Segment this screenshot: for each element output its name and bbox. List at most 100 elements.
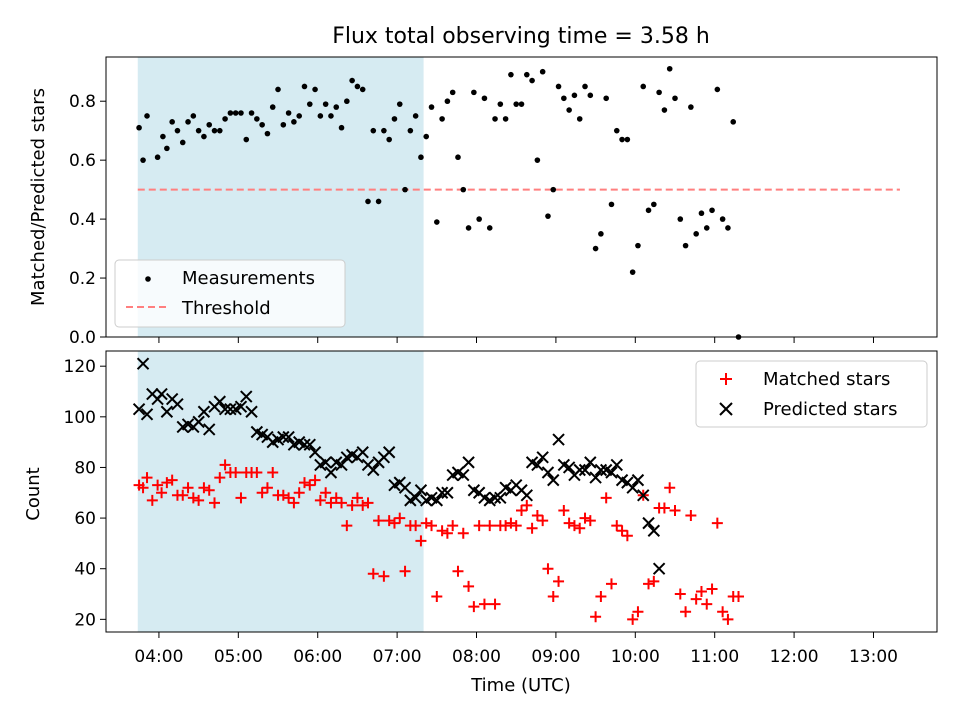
measurement-point (682, 242, 689, 249)
measurement-point (513, 101, 520, 107)
measurement-point (619, 136, 625, 143)
matched-star-point (304, 479, 316, 491)
y-tick-label: 100 (64, 408, 96, 428)
matched-star-point (579, 512, 591, 524)
measurement-point (396, 101, 403, 107)
measurement-point (545, 213, 551, 219)
matched-star-point (621, 530, 633, 542)
measurement-point (502, 116, 509, 122)
matched-star-point (463, 580, 475, 592)
matched-star-point (706, 583, 718, 595)
matched-star-point (643, 578, 655, 590)
measurement-point (539, 68, 546, 75)
matched-star-point (616, 525, 628, 537)
measurement-point (571, 92, 578, 99)
measurement-point (391, 116, 398, 122)
predicted-star-point (584, 456, 597, 469)
legend-measurements-label: Measurements (182, 268, 315, 289)
matched-star-point (447, 520, 459, 532)
matched-star-point (373, 515, 385, 527)
matched-star-point (219, 459, 231, 471)
measurement-point (160, 133, 166, 140)
matched-star-point (658, 502, 670, 514)
matched-star-point (627, 613, 639, 625)
matched-star-point (293, 487, 305, 499)
matched-star-point (605, 578, 617, 590)
y-tick-label: 0.6 (69, 151, 96, 171)
matched-star-point (426, 520, 438, 532)
matched-star-point (611, 520, 623, 532)
measurement-point (529, 77, 535, 84)
measurement-point (238, 110, 244, 116)
measurement-point (730, 119, 737, 125)
predicted-star-point (536, 451, 549, 464)
matched-star-point (595, 591, 607, 603)
predicted-star-point (218, 403, 232, 416)
measurement-point (608, 201, 615, 208)
predicted-star-point (224, 403, 237, 416)
measurement-point (555, 83, 562, 90)
measurement-point (481, 95, 488, 102)
predicted-star-point (324, 466, 338, 479)
predicted-star-point (494, 491, 507, 505)
predicted-star-point (573, 463, 586, 477)
predicted-star-point (171, 397, 184, 411)
matched-star-point (717, 606, 729, 618)
predicted-star-point (192, 415, 205, 429)
measurement-point (640, 83, 647, 90)
measurement-point (144, 113, 150, 119)
measurement-point (592, 245, 599, 252)
measurement-point (719, 216, 726, 222)
measurement-point (306, 101, 313, 107)
measurement-point (725, 225, 731, 231)
x-tick-label: 10:00 (611, 647, 660, 667)
predicted-star-point (441, 486, 454, 499)
chart-title: Flux total observing time = 3.58 h (332, 24, 710, 49)
bottom-legend: Matched stars Predicted stars (695, 360, 928, 428)
measurement-point (613, 127, 620, 134)
matched-star-point (367, 568, 379, 580)
top-panel-frame (105, 56, 938, 338)
measurement-point (444, 98, 451, 105)
measurement-point (434, 219, 440, 225)
measurement-point (703, 225, 710, 231)
measurement-point (688, 104, 694, 110)
bottom-legend-frame (695, 360, 928, 428)
predicted-star-point (277, 430, 290, 444)
measurement-point (645, 207, 652, 214)
x-tick-label: 07:00 (373, 647, 422, 667)
matched-star-point (489, 598, 501, 610)
matched-star-point (484, 520, 496, 532)
predicted-star-point (398, 481, 412, 494)
predicted-star-point (647, 524, 661, 537)
predicted-star-point (240, 390, 253, 403)
shaded-interval (137, 351, 424, 632)
measurement-point (666, 65, 673, 72)
matched-star-point (141, 472, 153, 484)
measurement-point (174, 127, 181, 134)
predicted-star-point (462, 456, 475, 469)
predicted-star-point (140, 408, 154, 421)
top-y-axis-label: Matched/Predicted stars (28, 88, 49, 306)
measurement-point (185, 119, 191, 125)
bottom-panel-frame (105, 350, 938, 633)
measurement-point (428, 104, 435, 110)
matched-star-point (420, 517, 432, 529)
predicted-star-point (282, 430, 295, 444)
measurement-point (344, 98, 350, 105)
matched-star-point (553, 575, 565, 587)
measurement-point (460, 186, 467, 193)
predicted-star-point (642, 516, 655, 530)
matched-star-point (547, 591, 559, 603)
measurement-point (317, 113, 324, 119)
legend-matched-label: Matched stars (763, 369, 890, 390)
predicted-star-point (136, 357, 150, 370)
measurement-point (190, 113, 197, 119)
predicted-star-point (382, 446, 396, 459)
matched-star-point (542, 563, 554, 575)
matched-star-point (521, 499, 533, 511)
measurement-point (259, 121, 265, 128)
measurement-point (322, 101, 329, 107)
top-legend-frame (114, 259, 346, 328)
predicted-star-point (578, 463, 592, 477)
